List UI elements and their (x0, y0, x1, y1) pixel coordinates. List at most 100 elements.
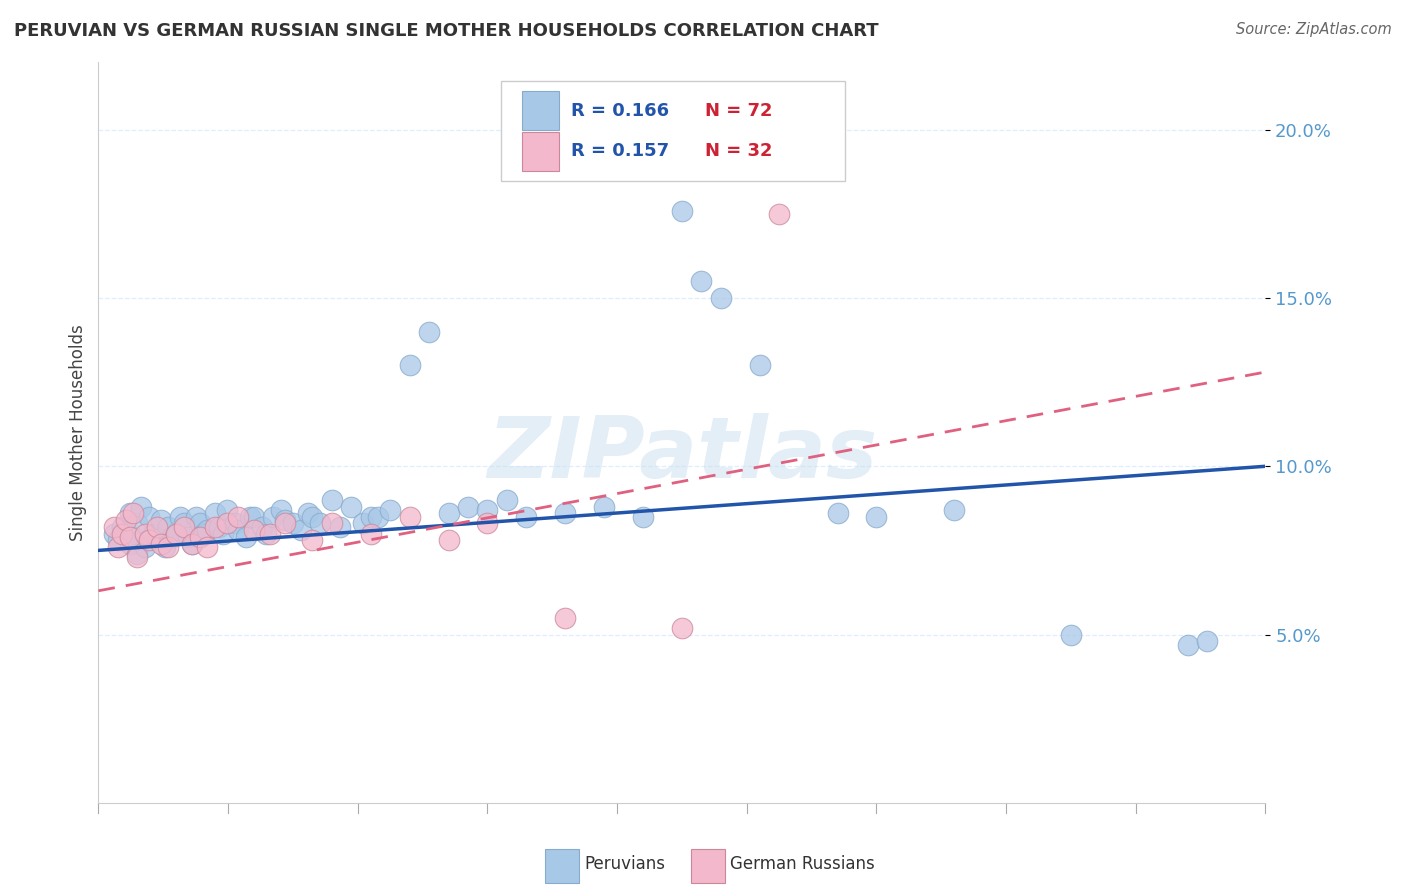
Peruvians (208, 520, 231, 534)
German Russians (180, 536, 202, 550)
German Russians (103, 520, 125, 534)
German Russians (157, 540, 180, 554)
Peruvians (129, 500, 152, 514)
German Russians (165, 526, 187, 541)
Peruvians (437, 507, 460, 521)
Text: Peruvians: Peruvians (583, 855, 665, 872)
Peruvians (262, 509, 284, 524)
German Russians (671, 621, 693, 635)
Peruvians (710, 291, 733, 305)
Peruvians (173, 516, 195, 531)
Peruvians (212, 526, 235, 541)
German Russians (188, 530, 211, 544)
FancyBboxPatch shape (522, 132, 560, 170)
Peruvians (193, 526, 215, 541)
Peruvians (134, 540, 156, 554)
Peruvians (1195, 634, 1218, 648)
Peruvians (418, 325, 440, 339)
German Russians (398, 509, 420, 524)
Peruvians (1177, 638, 1199, 652)
German Russians (768, 207, 790, 221)
Peruvians (340, 500, 363, 514)
Peruvians (138, 509, 160, 524)
Peruvians (169, 509, 191, 524)
Peruvians (195, 523, 218, 537)
Peruvians (239, 509, 262, 524)
Text: R = 0.166: R = 0.166 (571, 102, 669, 120)
Text: PERUVIAN VS GERMAN RUSSIAN SINGLE MOTHER HOUSEHOLDS CORRELATION CHART: PERUVIAN VS GERMAN RUSSIAN SINGLE MOTHER… (14, 22, 879, 40)
Peruvians (593, 500, 616, 514)
FancyBboxPatch shape (522, 91, 560, 130)
Peruvians (1060, 627, 1083, 641)
German Russians (146, 520, 169, 534)
Peruvians (290, 523, 312, 537)
Peruvians (215, 503, 238, 517)
German Russians (118, 530, 141, 544)
German Russians (215, 516, 238, 531)
Peruvians (122, 530, 145, 544)
Peruvians (690, 274, 713, 288)
Text: German Russians: German Russians (730, 855, 875, 872)
Peruvians (118, 507, 141, 521)
Peruvians (111, 520, 134, 534)
Y-axis label: Single Mother Households: Single Mother Households (69, 325, 87, 541)
Peruvians (184, 509, 207, 524)
Peruvians (243, 509, 266, 524)
Peruvians (380, 503, 402, 517)
German Russians (134, 526, 156, 541)
Peruvians (142, 526, 165, 541)
Peruvians (496, 492, 519, 507)
Peruvians (103, 526, 125, 541)
Peruvians (224, 516, 246, 531)
Peruvians (748, 359, 770, 373)
Peruvians (153, 540, 176, 554)
Peruvians (180, 536, 202, 550)
Peruvians (127, 547, 149, 561)
FancyBboxPatch shape (692, 849, 725, 883)
Text: ZIPatlas: ZIPatlas (486, 413, 877, 496)
Peruvians (515, 509, 537, 524)
Peruvians (865, 509, 887, 524)
German Russians (173, 520, 195, 534)
German Russians (554, 610, 576, 624)
German Russians (204, 520, 226, 534)
German Russians (122, 507, 145, 521)
Peruvians (301, 509, 323, 524)
Peruvians (177, 530, 200, 544)
Peruvians (827, 507, 849, 521)
Peruvians (297, 507, 319, 521)
FancyBboxPatch shape (546, 849, 579, 883)
German Russians (437, 533, 460, 548)
Peruvians (309, 516, 332, 531)
German Russians (228, 509, 250, 524)
German Russians (127, 550, 149, 565)
Peruvians (398, 359, 420, 373)
German Russians (111, 526, 134, 541)
Peruvians (274, 513, 297, 527)
Peruvians (228, 523, 250, 537)
German Russians (149, 536, 172, 550)
Peruvians (281, 516, 304, 531)
Peruvians (457, 500, 479, 514)
Peruvians (671, 203, 693, 218)
German Russians (274, 516, 297, 531)
Peruvians (631, 509, 654, 524)
German Russians (138, 533, 160, 548)
Text: N = 32: N = 32 (706, 143, 773, 161)
German Russians (360, 526, 382, 541)
German Russians (259, 526, 281, 541)
Peruvians (162, 530, 184, 544)
Peruvians (146, 530, 169, 544)
Text: R = 0.157: R = 0.157 (571, 143, 669, 161)
Peruvians (477, 503, 499, 517)
Peruvians (554, 507, 576, 521)
Peruvians (270, 503, 292, 517)
FancyBboxPatch shape (501, 81, 845, 181)
Peruvians (360, 509, 382, 524)
Text: N = 72: N = 72 (706, 102, 773, 120)
German Russians (477, 516, 499, 531)
Peruvians (321, 492, 343, 507)
Peruvians (107, 533, 129, 548)
German Russians (107, 540, 129, 554)
Peruvians (188, 516, 211, 531)
